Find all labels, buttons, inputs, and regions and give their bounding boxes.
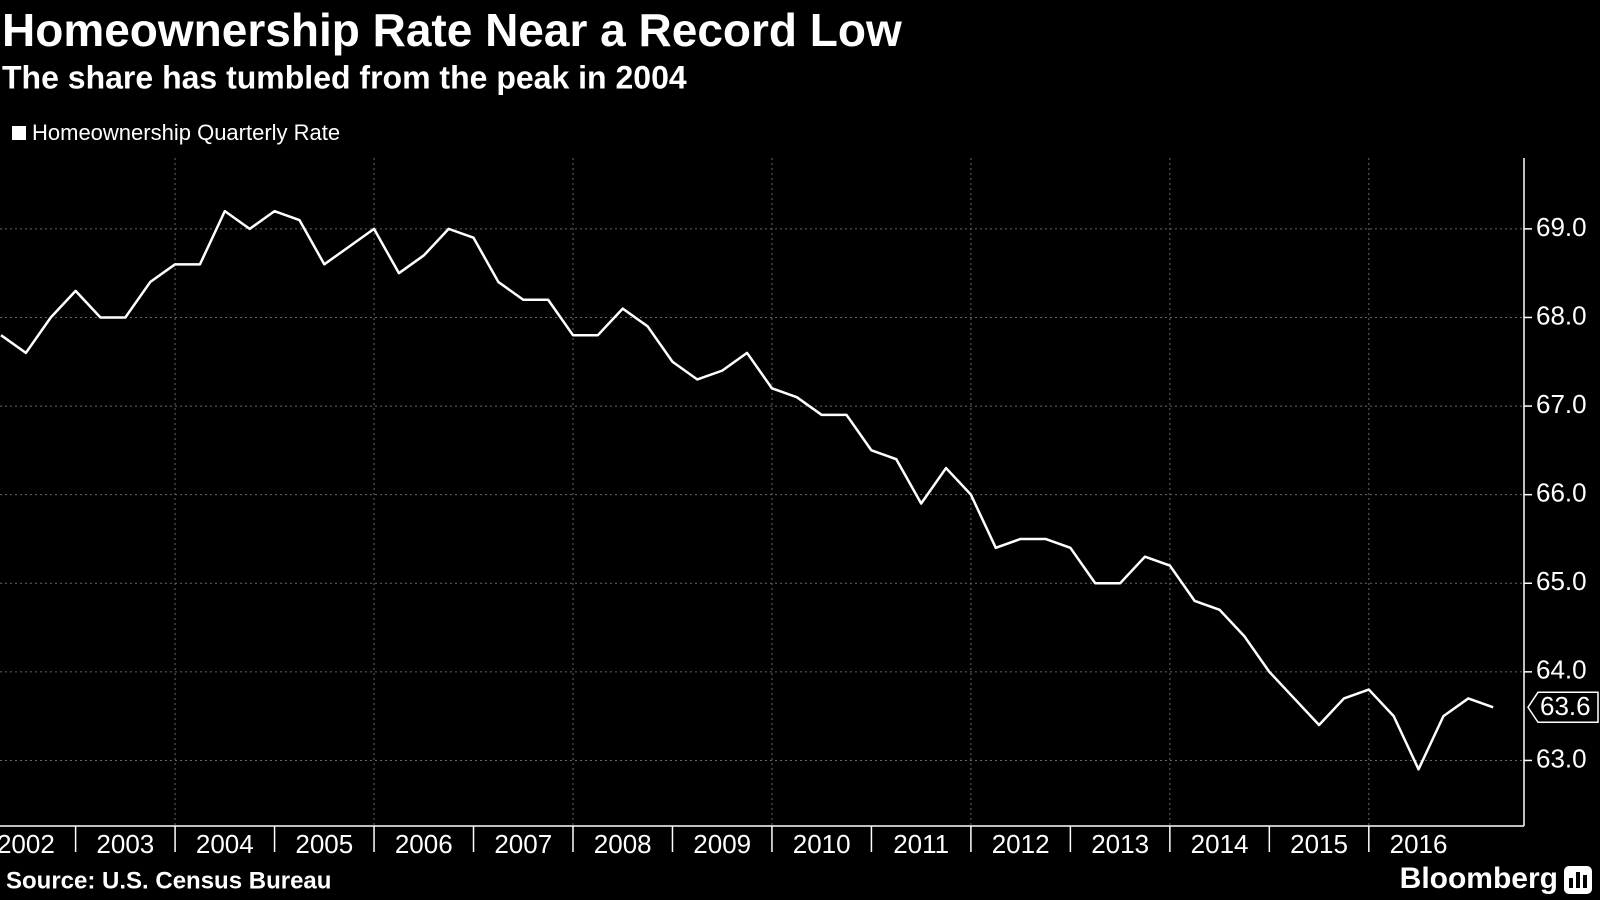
legend-label: Homeownership Quarterly Rate bbox=[32, 120, 340, 145]
chart-title: Homeownership Rate Near a Record Low bbox=[2, 4, 902, 56]
x-tick-label: 2010 bbox=[793, 829, 851, 859]
brand: Bloomberg bbox=[1400, 862, 1558, 895]
brand-icon bbox=[1564, 866, 1592, 894]
x-tick-label: 2002 bbox=[0, 829, 55, 859]
y-tick-label: 68.0 bbox=[1536, 300, 1587, 330]
value-callout bbox=[1527, 691, 1599, 724]
x-tick-label: 2008 bbox=[594, 829, 652, 859]
x-tick-label: 2003 bbox=[96, 829, 154, 859]
x-tick-label: 2009 bbox=[693, 829, 751, 859]
y-tick-label: 65.0 bbox=[1536, 566, 1587, 596]
x-tick-label: 2011 bbox=[893, 829, 949, 859]
x-tick-label: 2015 bbox=[1290, 829, 1348, 859]
chart-subtitle: The share has tumbled from the peak in 2… bbox=[2, 59, 687, 95]
x-tick-label: 2014 bbox=[1191, 829, 1249, 859]
value-label: 63.6 bbox=[1540, 691, 1591, 721]
x-tick-label: 2006 bbox=[395, 829, 453, 859]
source: Source: U.S. Census Bureau bbox=[6, 867, 331, 894]
y-tick-label: 66.0 bbox=[1536, 478, 1587, 508]
x-tick-label: 2016 bbox=[1390, 829, 1448, 859]
x-tick-label: 2007 bbox=[494, 829, 552, 859]
x-tick-label: 2004 bbox=[196, 829, 254, 859]
y-tick-label: 63.0 bbox=[1536, 743, 1587, 773]
x-tick-label: 2005 bbox=[295, 829, 353, 859]
y-tick-label: 69.0 bbox=[1536, 212, 1587, 242]
x-tick-label: 2013 bbox=[1091, 829, 1149, 859]
x-tick-label: 2012 bbox=[992, 829, 1050, 859]
y-tick-label: 64.0 bbox=[1536, 655, 1587, 685]
series-line bbox=[0, 209, 1494, 771]
legend-swatch bbox=[12, 126, 26, 140]
y-tick-label: 67.0 bbox=[1536, 389, 1587, 419]
